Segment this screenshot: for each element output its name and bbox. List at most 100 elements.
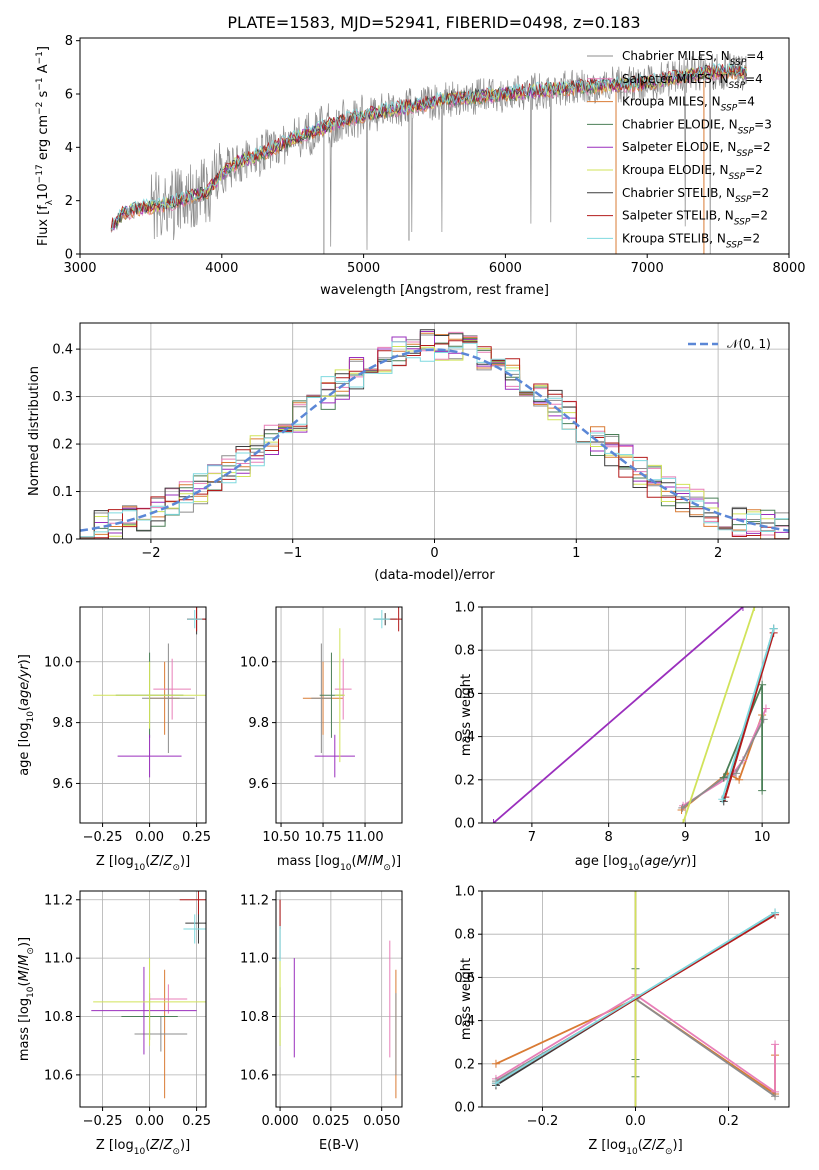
age-massweight-ylabel: mass weight [459,674,474,756]
spectrum-xlabel: wavelength [Angstrom, rest frame] [320,283,549,298]
massweight-marker [679,819,688,823]
spectrum-xtick-label: 6000 [489,261,522,276]
mass-age-xtick-label: 10.50 [262,830,299,845]
age-massweight-xtick-label: 10 [754,830,771,845]
histogram-ylabel: Normed distribution [27,366,42,496]
residual-histogram-xtick-label: −2 [141,546,160,561]
residual-histogram-ytick-label: 0.2 [52,438,73,453]
massweight-marker [735,775,744,784]
spectrum-xtick-label: 5000 [347,261,380,276]
massweight-marker [631,1103,640,1107]
massweight-line-salpeter_stelib [724,632,775,798]
z-massweight-xlabel: Z [log10(Z/Z⊙)] [588,1138,682,1157]
z-massweight-plot-area [491,891,780,1107]
age-massweight-plot-area [489,607,778,823]
massweight-marker [758,680,767,689]
massweight-marker [758,786,767,795]
residual-histogram-xtick-label: 1 [572,546,580,561]
mass-age-panel: 10.50 10.75 11.00 9.6 9.8 10.0 mass [log10(M/M… [240,606,403,873]
ebv-mass-ytick-label: 10.8 [240,1010,269,1025]
residual-histogram-xtick-label: −1 [283,546,302,561]
z-massweight-xtick-label: −0.2 [527,1114,559,1129]
age-massweight-xtick-label: 8 [604,830,612,845]
z-age-ytick-label: 10.0 [44,655,73,670]
z-age-xlabel: Z [log10(Z/Z⊙)] [96,854,190,873]
legend-label: Kroupa STELIB, NSSP=2 [622,231,760,250]
mass-age-xtick-label: 11.00 [346,830,383,845]
massweight-marker [759,715,768,724]
age-massweight-panel: 7 8 9 10 0.0 0.2 0.4 0.6 0.8 1.0 age [log10(age/yr… [454,601,790,873]
z-age-xtick-label: 0.25 [182,830,211,845]
z-massweight-ytick-label: 1.0 [454,885,475,900]
mass-age-ytick-label: 9.8 [248,716,269,731]
massweight-marker [771,908,780,917]
massweight-marker [677,806,686,815]
histogram-xlabel: (data-model)/error [374,568,495,583]
spectrum-ytick-label: 0 [65,248,73,263]
z-mass-xtick-label: −0.25 [83,1114,123,1129]
spectrum-ytick-label: 4 [65,141,73,156]
figure-title: PLATE=1583, MJD=52941, FIBERID=0498, z=0… [227,13,640,32]
z-mass-xlabel: Z [log10(Z/Z⊙)] [96,1138,190,1157]
ebv-mass-ytick-label: 11.0 [240,952,269,967]
age-massweight-ytick-label: 0.8 [454,644,475,659]
legend-label: Kroupa ELODIE, NSSP=2 [622,163,763,182]
massweight-marker [771,1092,780,1101]
z-mass-frame [79,890,207,1108]
age-massweight-frame [481,606,790,824]
z-mass-ytick-label: 11.2 [44,893,73,908]
ebv-mass-plot-area [279,899,397,1099]
legend-label: Salpeter STELIB, NSSP=2 [622,209,768,228]
massweight-marker [489,819,498,823]
z-age-frame [79,606,207,824]
z-massweight-xtick-label: 0.2 [718,1114,739,1129]
z-massweight-ylabel: mass weight [459,958,474,1040]
gaussian-curve [80,348,789,532]
age-massweight-ytick-label: 0.6 [454,687,475,702]
z-age-xtick-label: 0.00 [135,830,164,845]
z-massweight-panel: −0.2 0.0 0.2 0.0 0.2 0.4 0.6 0.8 1.0 Z [log10(Z/Z… [454,885,790,1157]
z-mass-xtick-label: 0.00 [135,1114,164,1129]
age-massweight-xtick-label: 9 [681,830,689,845]
spectrum-plot-area [110,53,747,254]
z-massweight-ytick-label: 0.4 [454,1014,475,1029]
age-massweight-ytick-label: 0.0 [454,817,475,832]
spectrum-panel: 3000 4000 5000 6000 7000 8000 0 2 4 6 8 Chabrier MI… [35,34,806,298]
age-massweight-xtick-label: 7 [528,830,536,845]
residual-histogram-ytick-label: 0.4 [52,343,73,358]
legend-label: Salpeter MILES, NSSP=4 [622,72,763,91]
residual-histogram-panel: −2 −1 0 1 2 0.0 0.1 0.2 0.3 0.4 𝒩(0, 1) (data-model… [27,322,790,583]
massweight-marker [750,607,759,611]
age-massweight-ytick-label: 0.4 [454,730,475,745]
z-age-ylabel: age [log10(age/yr)] [17,654,36,776]
massweight-marker [631,891,640,895]
z-age-ytick-label: 9.8 [52,716,73,731]
legend-label: Salpeter ELODIE, NSSP=2 [622,140,771,159]
spectrum-model-salpeter_stelib [110,64,747,229]
spectrum-ylabel: Flux [fλ10−17 erg cm−2 s−1 A−1] [35,46,55,246]
massweight-marker [771,1040,780,1049]
spectrum-xtick-label: 7000 [631,261,664,276]
ebv-mass-panel: 0.000 0.025 0.050 10.6 10.8 11.0 11.2 E(B-V) [240,890,403,1153]
z-massweight-ytick-label: 0.8 [454,928,475,943]
massweight-marker [718,795,727,804]
mass-age-xlabel: mass [log10(M/M⊙)] [277,854,401,873]
z-mass-xtick-label: 0.25 [182,1114,211,1129]
z-age-ytick-label: 9.6 [52,777,73,792]
mass-age-xtick-label: 10.75 [304,830,341,845]
spectrum-legend: Chabrier MILES, NSSP=4 Salpeter MILES, NS… [587,49,772,250]
ebv-mass-xlabel: E(B-V) [319,1138,359,1153]
ebv-mass-xtick-label: 0.050 [363,1114,400,1129]
z-massweight-xtick-label: 0.0 [625,1114,646,1129]
z-mass-ytick-label: 11.0 [44,952,73,967]
ebv-mass-xtick-label: 0.000 [261,1114,298,1129]
massweight-marker [761,704,770,713]
massweight-marker [738,607,747,611]
legend-label: Chabrier MILES, NSSP=4 [622,49,764,68]
massweight-marker [732,769,741,778]
z-massweight-ytick-label: 0.6 [454,971,475,986]
residual-histogram-ytick-label: 0.1 [52,485,73,500]
massweight-line-salpeter_elodie [492,607,744,823]
ebv-mass-ytick-label: 11.2 [240,893,269,908]
